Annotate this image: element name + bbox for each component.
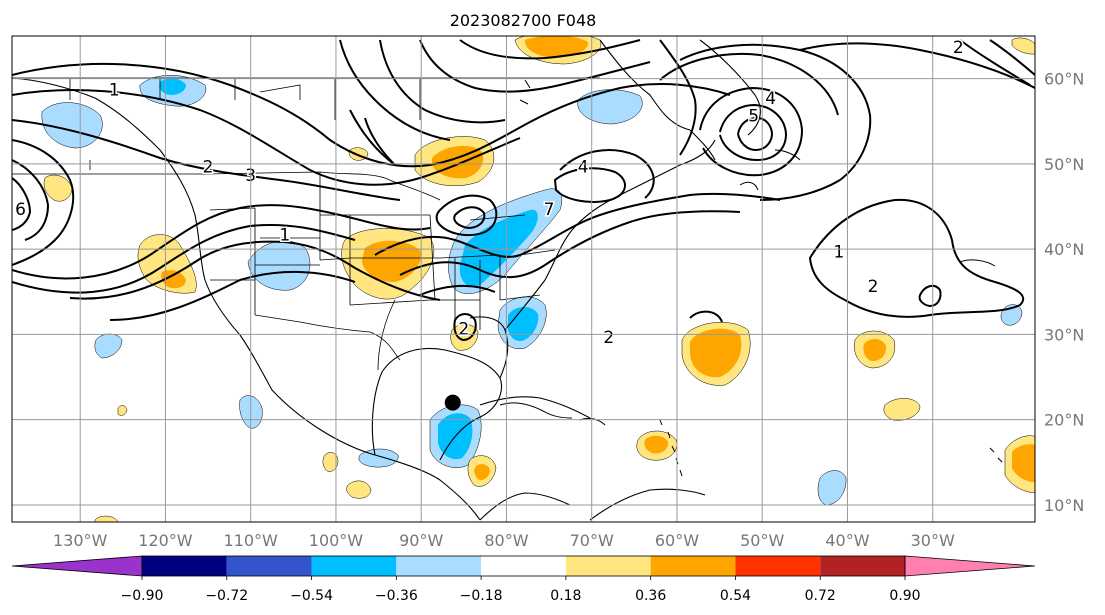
colorbar-segment [650, 556, 736, 576]
gridlines [12, 36, 1035, 522]
chart-title: 2023082700 F048 [450, 11, 597, 30]
map-frame [11, 35, 1036, 523]
lat-tick-label: 40°N [1044, 240, 1084, 259]
lat-tick-label: 20°N [1044, 411, 1084, 430]
colorbar-segment [735, 556, 821, 576]
storm-center-marker [444, 394, 461, 411]
negative-anomaly-region [459, 209, 538, 288]
positive-anomaly-region [863, 338, 887, 362]
contour-label: 7 [544, 200, 555, 220]
colorbar-tick-labels: −0.90 −0.72 −0.54 −0.36 −0.18 0.18 0.36 0.54 0.7… [121, 576, 921, 604]
map-borders [12, 39, 761, 521]
lon-tick-label: 80°W [484, 531, 528, 550]
colorbar-tick-label: −0.90 [121, 588, 164, 604]
colorbar-segment [565, 556, 651, 576]
positive-anomaly-region [524, 36, 589, 58]
lat-tick-label: 30°N [1044, 325, 1084, 344]
islands [499, 79, 1003, 477]
contour-label: 2 [603, 328, 614, 348]
colorbar-tick-label: 0.72 [805, 588, 836, 604]
lon-tick-label: 100°W [309, 531, 364, 550]
colorbar-tick-label: −0.18 [460, 588, 503, 604]
colorbar [11, 555, 1036, 577]
lon-tick-label: 120°W [138, 531, 193, 550]
positive-anomaly-region [322, 452, 339, 472]
anomaly-fields [41, 36, 1035, 522]
contour-label: 2 [203, 157, 214, 177]
positive-anomaly-region [474, 463, 490, 481]
positive-anomaly-region [43, 174, 73, 202]
contour-label: 1 [834, 243, 845, 263]
colorbar-outline [141, 555, 906, 577]
colorbar-tick-label: −0.72 [205, 588, 248, 604]
latitude-tick-labels: 10°N 20°N 30°N 40°N 50°N 60°N [1044, 70, 1084, 515]
lon-tick-label: 60°W [655, 531, 699, 550]
contour-label: 2 [458, 319, 469, 339]
contour-label: 6 [15, 200, 26, 220]
longitude-tick-labels: 130°W 120°W 110°W 100°W 90°W 80°W 70°W 60°W 50°W… [53, 531, 955, 550]
negative-anomaly-region [817, 470, 847, 506]
colorbar-tick-label: 0.90 [889, 588, 920, 604]
colorbar-extend-high [904, 555, 1036, 577]
positive-anomaly-region [644, 435, 669, 454]
positive-anomaly-region [161, 270, 186, 289]
colorbar-tick-label: 0.36 [635, 588, 666, 604]
colorbar-segment [820, 556, 905, 576]
colorbar-tick-label: 0.18 [550, 588, 581, 604]
negative-anomaly-region [577, 89, 643, 125]
positive-anomaly-region [117, 405, 128, 416]
colorbar-segment [481, 556, 566, 576]
colorbar-segment [226, 556, 312, 576]
lat-tick-label: 50°N [1044, 155, 1084, 174]
positive-anomaly-region [883, 398, 921, 421]
negative-anomaly-region [507, 306, 539, 342]
contour-label: 2 [868, 277, 879, 297]
lon-tick-label: 50°W [740, 531, 784, 550]
positive-anomaly-region [450, 324, 479, 351]
lon-tick-label: 90°W [399, 531, 443, 550]
contour-label: 5 [748, 106, 759, 126]
lon-tick-label: 30°W [911, 531, 955, 550]
colorbar-tick-label: −0.36 [375, 588, 418, 604]
negative-anomaly-region [41, 102, 103, 149]
lon-tick-label: 70°W [570, 531, 614, 550]
lon-tick-label: 130°W [53, 531, 108, 550]
contour-lines [12, 39, 1035, 342]
colorbar-segment [311, 556, 397, 576]
colorbar-tick-label: 0.54 [720, 588, 751, 604]
positive-anomaly-region [690, 328, 742, 378]
contour-label: 2 [953, 38, 964, 58]
contour-label: 1 [109, 81, 120, 101]
positive-anomaly-region [346, 480, 372, 499]
colorbar-segment [142, 556, 227, 576]
lat-tick-label: 60°N [1044, 70, 1084, 89]
lat-tick-label: 10°N [1044, 496, 1084, 515]
colorbar-extend-low [11, 555, 143, 577]
contour-label: 1 [279, 226, 290, 246]
colorbar-segment [396, 556, 482, 576]
positive-anomaly-region [94, 515, 119, 522]
positive-anomaly-region [1012, 444, 1035, 483]
positive-anomaly-region [1011, 37, 1035, 55]
lon-tick-label: 40°W [825, 531, 869, 550]
lon-tick-label: 110°W [224, 531, 279, 550]
colorbar-tick-label: −0.54 [290, 588, 333, 604]
contour-label: 4 [578, 157, 589, 177]
contour-label: 4 [765, 89, 776, 109]
